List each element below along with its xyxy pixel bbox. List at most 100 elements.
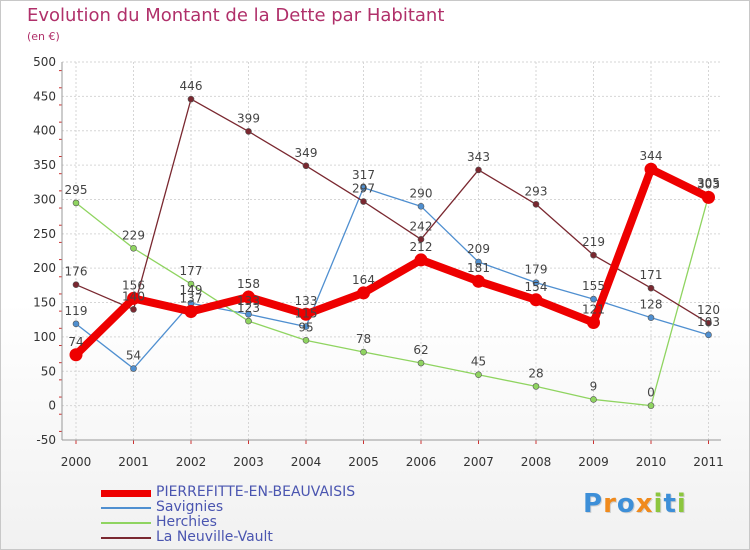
logo-letter: r bbox=[603, 489, 617, 519]
data-label: 305 bbox=[697, 176, 720, 190]
data-label: 209 bbox=[467, 242, 490, 256]
data-point bbox=[590, 295, 597, 303]
data-point bbox=[529, 293, 543, 307]
grid bbox=[62, 61, 721, 441]
data-label: 119 bbox=[65, 304, 88, 318]
legend-label: Savignies bbox=[156, 499, 224, 515]
data-label: 349 bbox=[295, 146, 318, 160]
x-tick-label: 2003 bbox=[233, 455, 264, 469]
data-label: 103 bbox=[697, 315, 720, 329]
legend-label: PIERREFITTE-EN-BEAUVAISIS bbox=[156, 484, 356, 500]
x-tick-label: 2011 bbox=[693, 455, 724, 469]
data-point bbox=[705, 319, 712, 327]
data-label: 95 bbox=[298, 320, 313, 334]
data-label: 212 bbox=[410, 240, 433, 254]
logo-letter: P bbox=[583, 489, 604, 519]
data-label: 154 bbox=[525, 280, 548, 294]
proxiti-logo: Proxiti bbox=[583, 489, 687, 519]
data-label: 74 bbox=[68, 335, 83, 349]
data-point bbox=[72, 320, 80, 328]
data-point bbox=[417, 359, 425, 367]
data-point bbox=[475, 258, 482, 266]
data-point bbox=[590, 396, 597, 403]
data-point bbox=[187, 280, 195, 288]
data-label: 121 bbox=[582, 302, 605, 316]
data-label: 158 bbox=[237, 277, 260, 291]
data-point bbox=[360, 184, 367, 192]
x-tick-label: 2002 bbox=[176, 455, 207, 469]
data-point bbox=[245, 128, 252, 135]
series-line bbox=[75, 195, 710, 407]
data-label: 0 bbox=[647, 386, 655, 400]
data-label: 155 bbox=[582, 279, 605, 293]
data-labels: 74 156 137 158 133 164 212 181 154 121 344 303 119 54… bbox=[65, 79, 720, 400]
data-label: 219 bbox=[582, 235, 605, 249]
data-label: 344 bbox=[640, 149, 663, 163]
data-point bbox=[130, 306, 137, 313]
data-label: 128 bbox=[640, 298, 663, 312]
legend-swatch bbox=[101, 489, 151, 497]
data-point bbox=[302, 162, 310, 170]
x-tick-label: 2008 bbox=[521, 455, 552, 469]
y-tick-label: 150 bbox=[33, 296, 56, 310]
logo-letter: t bbox=[663, 489, 677, 519]
data-point bbox=[245, 310, 252, 318]
logo-letter: o bbox=[616, 489, 636, 519]
data-point bbox=[299, 307, 313, 321]
data-point bbox=[130, 244, 137, 252]
legend-swatch bbox=[101, 522, 151, 524]
data-point bbox=[360, 198, 367, 205]
y-tick-label: 300 bbox=[33, 192, 56, 206]
y-tick-label: 250 bbox=[33, 227, 56, 241]
legend-label: Herchies bbox=[156, 514, 217, 530]
x-tick-label: 2004 bbox=[291, 455, 322, 469]
data-label: 181 bbox=[467, 261, 490, 275]
data-point bbox=[302, 337, 310, 344]
data-label: 149 bbox=[180, 283, 203, 297]
data-point bbox=[417, 236, 425, 243]
data-point bbox=[302, 323, 310, 330]
data-point bbox=[702, 190, 715, 204]
data-label: 317 bbox=[352, 168, 375, 182]
y-tick-label: 350 bbox=[33, 158, 56, 172]
data-point bbox=[532, 200, 540, 208]
y-tick-label: 450 bbox=[33, 89, 56, 103]
data-point bbox=[705, 331, 712, 339]
data-point bbox=[414, 253, 428, 267]
data-label: 242 bbox=[410, 219, 433, 233]
data-label: 45 bbox=[471, 355, 486, 369]
x-tick-label: 2006 bbox=[406, 455, 437, 469]
data-point bbox=[360, 348, 367, 356]
logo-letter: i bbox=[653, 489, 664, 519]
data-label: 179 bbox=[525, 263, 548, 277]
logo-letter: i bbox=[676, 489, 687, 519]
data-point bbox=[417, 203, 425, 210]
x-tick-label: 2009 bbox=[578, 455, 609, 469]
data-point bbox=[532, 279, 540, 286]
data-point bbox=[472, 274, 485, 288]
data-point bbox=[647, 284, 655, 292]
data-label: 9 bbox=[590, 379, 598, 393]
data-point bbox=[587, 315, 600, 329]
y-tick-label: 0 bbox=[48, 399, 56, 413]
data-label: 28 bbox=[528, 366, 543, 380]
data-point bbox=[590, 251, 597, 259]
data-point bbox=[184, 304, 198, 318]
chart-unit-label: (en €) bbox=[27, 30, 60, 43]
data-label: 295 bbox=[65, 183, 88, 197]
data-point bbox=[644, 162, 658, 176]
chart-title: Evolution du Montant de la Dette par Hab… bbox=[27, 5, 445, 26]
data-label: 176 bbox=[65, 265, 88, 279]
data-label: 177 bbox=[180, 264, 203, 278]
series-lines bbox=[69, 95, 715, 409]
y-tick-label: 400 bbox=[33, 124, 56, 138]
data-label: 293 bbox=[525, 184, 548, 198]
data-point bbox=[187, 95, 195, 103]
data-point bbox=[130, 365, 137, 372]
x-tick-label: 2000 bbox=[61, 455, 92, 469]
x-tick-label: 2001 bbox=[118, 455, 149, 469]
data-label: 303 bbox=[697, 177, 720, 191]
data-label: 115 bbox=[295, 307, 318, 321]
